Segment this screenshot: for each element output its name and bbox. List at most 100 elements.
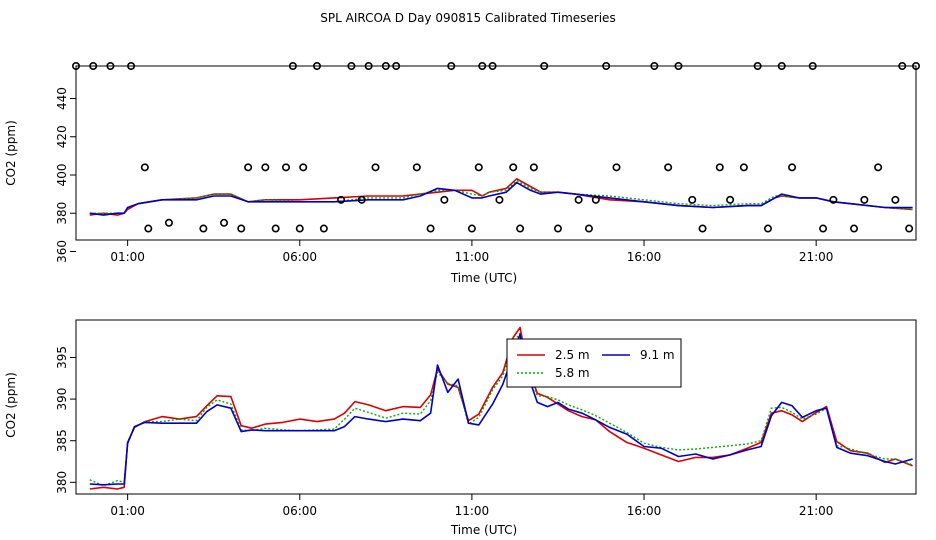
scatter-point bbox=[591, 195, 600, 204]
scatter-point bbox=[650, 61, 659, 70]
scatter-point bbox=[516, 224, 525, 233]
y-tick-label: 360 bbox=[55, 240, 69, 263]
chart-title: SPL AIRCOA D Day 090815 Calibrated Times… bbox=[320, 11, 615, 25]
scatter-point bbox=[312, 61, 321, 70]
scatter-point bbox=[440, 195, 449, 204]
bottom-x-axis: 01:00 06:00 11:00 16:00 21:00 bbox=[110, 494, 833, 518]
scatter-point bbox=[688, 195, 697, 204]
scatter-point bbox=[72, 61, 81, 70]
scatter-point bbox=[447, 61, 456, 70]
scatter-point bbox=[426, 224, 435, 233]
scatter-point bbox=[860, 195, 869, 204]
series-line-5.8m bbox=[89, 179, 913, 214]
y-tick-label: 400 bbox=[55, 164, 69, 187]
y-tick-label: 420 bbox=[55, 125, 69, 148]
top-x-axis-label: Time (UTC) bbox=[450, 271, 517, 285]
x-tick-label: 01:00 bbox=[110, 504, 145, 518]
scatter-point bbox=[584, 224, 593, 233]
scatter-point bbox=[412, 163, 421, 172]
scatter-point bbox=[89, 61, 98, 70]
scatter-point bbox=[478, 61, 487, 70]
scatter-point bbox=[674, 61, 683, 70]
scatter-point bbox=[288, 61, 297, 70]
legend-label-9.1m: 9.1 m bbox=[640, 348, 675, 362]
y-tick-label: 380 bbox=[55, 202, 69, 225]
scatter-point bbox=[357, 195, 366, 204]
scatter-point bbox=[364, 61, 373, 70]
bottom-y-axis-label: CO2 (ppm) bbox=[4, 372, 18, 438]
top-y-axis: 360 380 400 420 440 bbox=[55, 87, 76, 263]
scatter-point bbox=[144, 224, 153, 233]
scatter-point bbox=[319, 224, 328, 233]
scatter-point bbox=[261, 163, 270, 172]
legend-box bbox=[506, 338, 682, 388]
x-tick-label: 16:00 bbox=[627, 250, 662, 264]
legend: 2.5 m 5.8 m 9.1 m bbox=[506, 338, 682, 388]
x-tick-label: 01:00 bbox=[110, 250, 145, 264]
top-scatter-group bbox=[72, 61, 920, 233]
scatter-point bbox=[788, 163, 797, 172]
scatter-point bbox=[495, 195, 504, 204]
scatter-point bbox=[850, 224, 859, 233]
scatter-point bbox=[199, 224, 208, 233]
y-tick-label: 380 bbox=[55, 471, 69, 494]
scatter-point bbox=[529, 163, 538, 172]
scatter-point bbox=[244, 163, 253, 172]
scatter-point bbox=[874, 163, 883, 172]
x-tick-label: 21:00 bbox=[799, 504, 834, 518]
scatter-point bbox=[808, 61, 817, 70]
scatter-point bbox=[819, 224, 828, 233]
x-tick-label: 06:00 bbox=[282, 250, 317, 264]
scatter-point bbox=[612, 163, 621, 172]
series-line-5.8m bbox=[89, 332, 913, 487]
scatter-point bbox=[299, 163, 308, 172]
scatter-point bbox=[763, 224, 772, 233]
scatter-point bbox=[467, 224, 476, 233]
scatter-point bbox=[371, 163, 380, 172]
scatter-point bbox=[488, 61, 497, 70]
y-tick-label: 390 bbox=[55, 388, 69, 411]
legend-label-5.8m: 5.8 m bbox=[555, 366, 590, 380]
scatter-point bbox=[106, 61, 115, 70]
scatter-point bbox=[295, 224, 304, 233]
scatter-point bbox=[140, 163, 149, 172]
top-y-axis-label: CO2 (ppm) bbox=[4, 120, 18, 186]
top-panel: 01:00 06:00 11:00 16:00 21:00 360 380 400 420 44… bbox=[4, 61, 920, 285]
scatter-point bbox=[337, 195, 346, 204]
scatter-point bbox=[237, 224, 246, 233]
scatter-point bbox=[664, 163, 673, 172]
scatter-point bbox=[739, 163, 748, 172]
y-tick-label: 440 bbox=[55, 87, 69, 110]
scatter-point bbox=[602, 61, 611, 70]
bottom-x-axis-label: Time (UTC) bbox=[450, 523, 517, 537]
scatter-point bbox=[905, 224, 914, 233]
scatter-point bbox=[753, 61, 762, 70]
bottom-series-group bbox=[89, 326, 913, 490]
scatter-point bbox=[127, 61, 136, 70]
series-line-9.1m bbox=[89, 181, 913, 216]
scatter-point bbox=[891, 195, 900, 204]
series-line-9.1m bbox=[89, 333, 913, 486]
x-tick-label: 21:00 bbox=[799, 250, 834, 264]
scatter-point bbox=[726, 195, 735, 204]
x-tick-label: 06:00 bbox=[282, 504, 317, 518]
top-plot-frame bbox=[75, 65, 917, 241]
y-tick-label: 395 bbox=[55, 346, 69, 369]
bottom-plot-frame bbox=[75, 319, 917, 495]
x-tick-label: 16:00 bbox=[627, 504, 662, 518]
scatter-point bbox=[474, 163, 483, 172]
scatter-point bbox=[829, 195, 838, 204]
scatter-point bbox=[220, 218, 229, 227]
bottom-y-axis: 380 385 390 395 bbox=[55, 346, 76, 494]
scatter-point bbox=[540, 61, 549, 70]
scatter-point bbox=[898, 61, 907, 70]
y-tick-label: 385 bbox=[55, 429, 69, 452]
scatter-point bbox=[281, 163, 290, 172]
scatter-point bbox=[347, 61, 356, 70]
scatter-point bbox=[911, 61, 920, 70]
x-tick-label: 11:00 bbox=[455, 250, 490, 264]
scatter-point bbox=[698, 224, 707, 233]
scatter-point bbox=[271, 224, 280, 233]
x-tick-label: 11:00 bbox=[455, 504, 490, 518]
